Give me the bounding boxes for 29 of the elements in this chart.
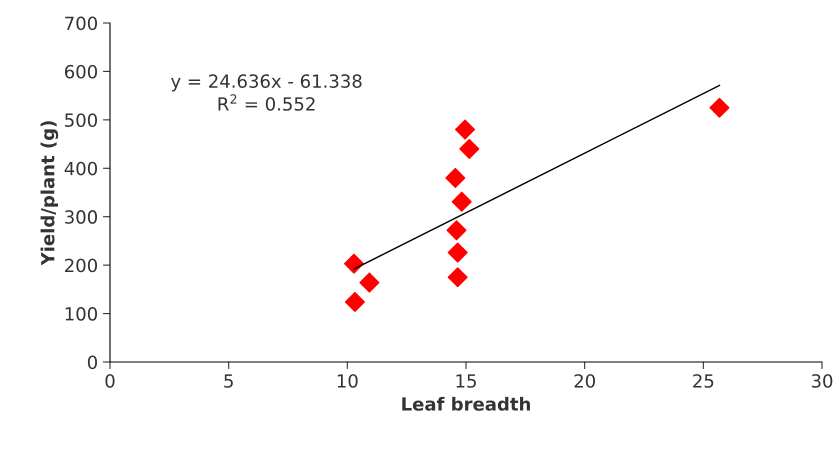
x-tick-label: 10 (338, 374, 358, 388)
point (452, 192, 472, 212)
x-axis-title: Leaf breadth (402, 396, 530, 411)
point (455, 120, 476, 140)
x-tick-label: 20 (574, 374, 595, 388)
point (344, 292, 365, 312)
y-tick-label: 200 (65, 258, 97, 272)
x-tick-label: 0 (105, 374, 115, 388)
point (359, 272, 380, 293)
point (344, 254, 364, 274)
y-tick-label: 0 (88, 355, 97, 370)
point (446, 220, 467, 240)
x-tick-label: 15 (456, 374, 476, 388)
y-tick-label: 400 (64, 162, 97, 176)
y-tick-label: 600 (64, 64, 97, 79)
point (445, 168, 466, 188)
annotation: y = 24.636x - 61.338 R$^{2}$ = 0.552 (171, 74, 362, 111)
y-tick-label: 700 (65, 16, 97, 30)
x-tick-label: 25 (693, 374, 714, 388)
y-tick-label: 300 (65, 210, 97, 224)
y-tick-label: 500 (65, 113, 97, 127)
x-tick-label: 30 (812, 374, 832, 388)
x-tick-label: 5 (224, 374, 233, 388)
point (448, 242, 468, 263)
point (709, 98, 730, 118)
y-axis-title: Yield/plant (g) (40, 121, 58, 266)
y-tick-label: 100 (66, 307, 97, 321)
point (459, 138, 480, 159)
point (448, 267, 468, 288)
